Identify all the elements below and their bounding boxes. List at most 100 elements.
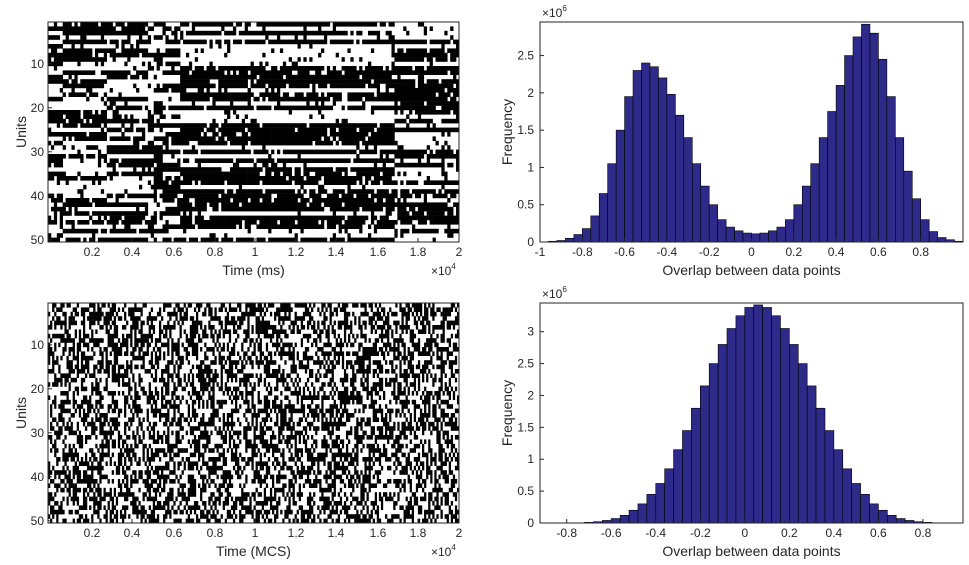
raster-cell (97, 211, 102, 216)
raster-cell (244, 114, 248, 119)
raster-cell (165, 180, 169, 185)
raster-cell (113, 377, 117, 383)
raster-cell (279, 193, 284, 199)
histogram-bar (683, 137, 693, 243)
raster-cell (382, 136, 386, 141)
raster-cell (97, 514, 100, 519)
raster-cell (332, 158, 336, 163)
raster-cell (97, 338, 100, 343)
raster-cell (370, 30, 375, 36)
raster-cell (72, 470, 75, 475)
raster-cell (165, 149, 169, 155)
raster-cell (71, 39, 75, 45)
raster-cell (200, 105, 204, 111)
raster-cell (315, 66, 319, 71)
raster-cell (285, 70, 290, 75)
raster-cell (130, 215, 134, 221)
raster-cell (412, 88, 416, 93)
raster-cell (126, 364, 129, 370)
raster-cell (256, 149, 260, 155)
raster-cell (89, 483, 92, 488)
raster-cell (303, 70, 307, 75)
raster-cell (285, 167, 290, 172)
raster-cell (53, 162, 58, 168)
raster-cell (62, 347, 65, 352)
raster-cell (66, 360, 69, 365)
raster-cell (59, 162, 63, 168)
raster-cell (62, 52, 66, 58)
raster-cell (244, 220, 248, 225)
raster-cell (64, 329, 67, 334)
raster-cell (80, 307, 84, 312)
raster-cell (101, 430, 104, 436)
raster-cell (294, 39, 298, 45)
raster-cell (347, 220, 351, 225)
raster-cell (185, 158, 190, 163)
raster-cell (247, 123, 251, 128)
raster-cell (58, 474, 61, 480)
raster-cell (66, 338, 69, 343)
raster-cell (391, 202, 395, 207)
raster-cell (188, 180, 193, 185)
raster-cell (365, 180, 369, 185)
raster-cell (353, 123, 357, 128)
raster-cell (420, 118, 425, 124)
raster-cell (221, 127, 225, 133)
raster-cell (94, 145, 99, 150)
raster-cell (256, 22, 260, 27)
raster-cell (124, 496, 127, 502)
raster-cell (177, 202, 181, 207)
raster-cell (282, 149, 287, 155)
raster-cell (288, 127, 292, 133)
raster-cell (82, 496, 86, 502)
raster-cell (332, 30, 336, 36)
raster-cell (367, 206, 372, 212)
raster-cell (221, 224, 225, 229)
raster-cell (99, 338, 102, 343)
raster-cell (453, 228, 457, 234)
raster-cell (244, 206, 248, 212)
raster-cell (77, 61, 81, 67)
raster-cell (420, 202, 425, 207)
raster-cell (109, 176, 113, 181)
raster-cell (247, 206, 251, 212)
raster-cell (147, 66, 152, 71)
raster-cell (121, 132, 125, 137)
raster-cell (48, 110, 52, 115)
raster-cell (74, 492, 77, 497)
raster-cell (56, 162, 61, 168)
raster-cell (335, 158, 339, 163)
raster-cell (318, 171, 322, 177)
raster-cell (165, 140, 169, 146)
raster-cell (400, 149, 404, 155)
raster-cell (288, 79, 292, 84)
raster-cell (50, 61, 55, 67)
raster-cell (124, 430, 127, 436)
raster-cell (438, 57, 442, 62)
raster-cell (64, 399, 67, 405)
raster-cell (59, 114, 63, 119)
raster-cell (300, 83, 304, 89)
raster-cell (268, 132, 272, 137)
raster-cell (376, 96, 381, 102)
raster-cell (91, 452, 94, 458)
raster-cell (441, 184, 445, 190)
raster-cell (54, 483, 57, 488)
raster-cell (209, 176, 213, 181)
raster-cell (144, 96, 149, 102)
raster-cell (379, 127, 383, 133)
raster-cell (78, 487, 82, 493)
raster-cell (50, 426, 53, 431)
raster-cell (177, 105, 181, 111)
raster-cell (174, 88, 178, 93)
raster-cell (321, 220, 325, 225)
raster-cell (92, 30, 96, 36)
raster-cell (262, 198, 266, 203)
raster-cell (238, 123, 243, 128)
raster-cell (382, 149, 386, 155)
raster-cell (115, 52, 119, 58)
raster-cell (297, 132, 301, 137)
raster-cell (417, 88, 422, 93)
raster-cell (238, 198, 243, 203)
raster-cell (218, 220, 222, 225)
